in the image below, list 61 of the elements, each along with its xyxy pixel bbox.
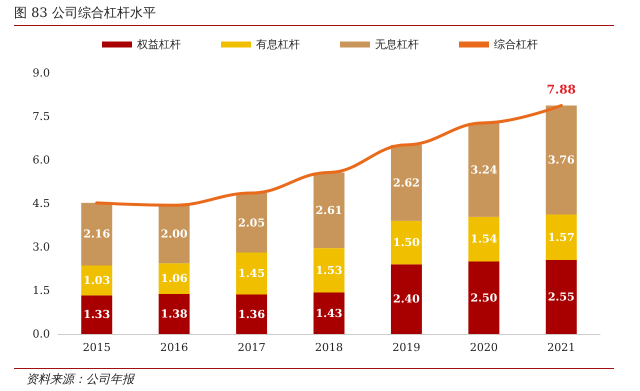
bar — [314, 172, 344, 248]
data-label: 1.53 — [316, 264, 342, 277]
data-label: 1.54 — [470, 232, 498, 246]
data-label: 1.06 — [160, 272, 188, 286]
bar — [546, 260, 577, 334]
x-tick-label: 2020 — [470, 341, 498, 354]
bar — [546, 214, 577, 260]
x-tick-label: 2016 — [160, 341, 188, 354]
data-label: 1.38 — [160, 307, 188, 320]
y-tick-label: 7.5 — [32, 110, 50, 123]
x-tick-label: 2021 — [547, 341, 576, 354]
data-label: 1.36 — [238, 308, 266, 321]
x-tick-label: 2019 — [392, 341, 420, 354]
bar — [236, 252, 268, 295]
bar — [236, 193, 268, 253]
legend-label: 综合杠杆 — [494, 38, 538, 51]
data-label: 1.45 — [238, 267, 265, 280]
bar — [236, 294, 268, 334]
data-label: 3.24 — [470, 163, 498, 176]
bar — [81, 295, 112, 334]
data-label: 2.00 — [160, 228, 188, 241]
y-tick-label: 9.0 — [32, 66, 50, 80]
bar — [468, 216, 500, 262]
data-label: 2.16 — [83, 228, 110, 241]
x-tick-label: 2018 — [315, 341, 343, 354]
data-label: 2.62 — [393, 176, 420, 190]
bar — [390, 144, 422, 221]
bar — [468, 122, 500, 217]
y-tick-label: 1.5 — [32, 284, 50, 297]
legend-label: 权益杠杆 — [136, 38, 181, 51]
data-label: 2.50 — [470, 291, 498, 304]
data-label: 2.55 — [548, 290, 575, 304]
data-label: 7.88 — [546, 82, 576, 96]
data-label: 1.50 — [393, 236, 420, 250]
chart-title: 图 83 公司综合杠杆水平 — [14, 5, 156, 22]
bar — [468, 262, 500, 334]
bar — [390, 220, 422, 264]
data-label: 3.76 — [548, 154, 576, 166]
bar — [314, 248, 344, 293]
bar — [158, 294, 190, 334]
y-tick-label: 6.0 — [32, 154, 50, 166]
data-label: 2.05 — [238, 216, 265, 230]
text: 资料来源：公司年报 — [26, 371, 134, 388]
bar — [81, 202, 112, 266]
x-tick-label: 2017 — [238, 341, 266, 354]
bar — [158, 205, 190, 264]
data-label: 2.61 — [316, 204, 342, 217]
bar — [546, 105, 577, 215]
data-label: 1.03 — [83, 274, 110, 287]
bar — [390, 264, 422, 334]
data-label: 2.40 — [393, 292, 420, 306]
y-tick-label: 3.0 — [32, 240, 50, 254]
legend-label: 有息杠杆 — [256, 38, 300, 51]
y-tick-label: 0.0 — [32, 328, 50, 340]
y-tick-label: 4.5 — [32, 197, 50, 210]
data-label: 1.57 — [548, 230, 575, 244]
data-label: 1.43 — [316, 306, 342, 320]
legend-label: 无息杠杆 — [375, 38, 419, 51]
bar — [314, 292, 344, 334]
x-tick-label: 2015 — [82, 341, 111, 354]
data-label: 1.33 — [83, 308, 110, 322]
